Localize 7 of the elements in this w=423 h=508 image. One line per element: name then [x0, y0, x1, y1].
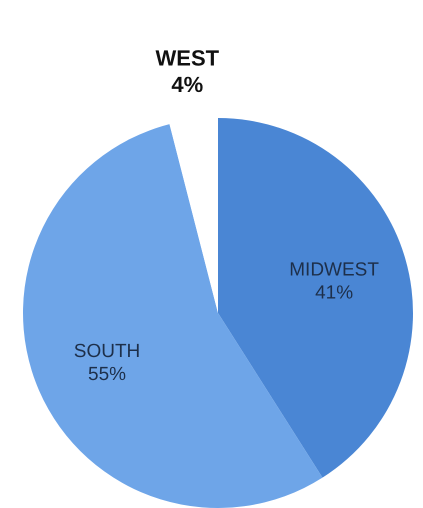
slice-label: SOUTH — [74, 341, 140, 362]
data-label: 4% — [171, 72, 204, 97]
data-label: 41% — [315, 282, 354, 304]
pie-slice — [218, 118, 413, 478]
slice-label: MIDWEST — [289, 259, 380, 280]
slice-label: WEST — [156, 46, 220, 71]
data-label: 55% — [88, 364, 126, 386]
